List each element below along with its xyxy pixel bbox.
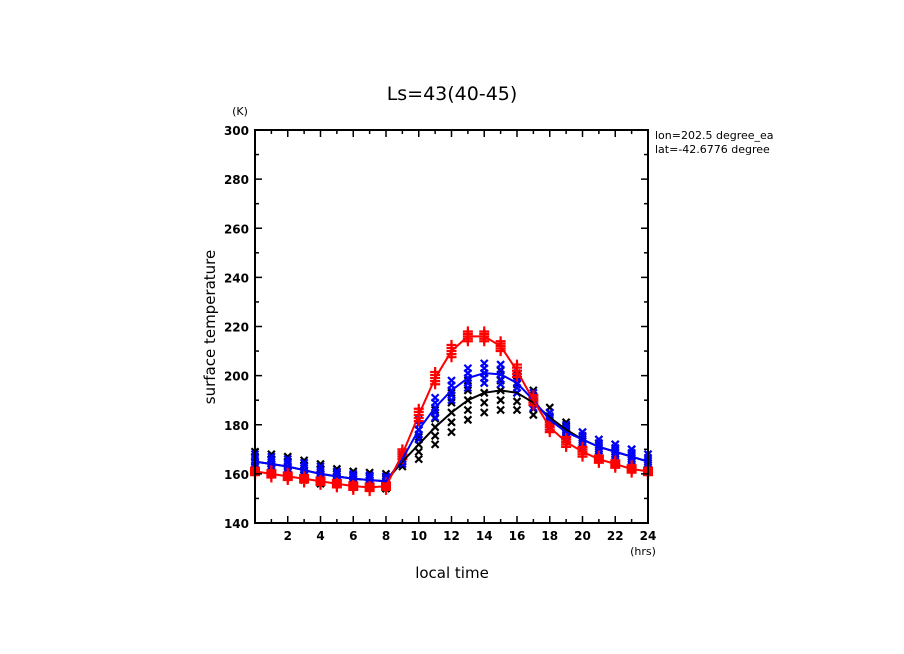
marker-black [447,427,456,437]
y-unit-label: (K) [232,105,248,118]
marker-black [447,398,456,407]
marker-blue [627,445,636,454]
marker-black [463,405,473,415]
marker-blue [578,427,587,437]
marker-blue [430,393,440,403]
marker-black [430,440,440,449]
marker-black [496,405,505,415]
y-tick-label: 260 [224,222,249,236]
x-tick-label: 24 [640,529,657,543]
annotation-lat: lat=-42.6776 degree [655,143,770,156]
chart-title: Ls=43(40-45) [387,83,518,105]
marker-black [512,397,522,406]
marker-blue [496,360,505,369]
marker-blue [447,376,456,385]
line-blue [254,372,649,483]
marker-black [447,418,456,427]
x-tick-label: 18 [541,529,558,543]
y-tick-label: 180 [224,419,249,433]
x-axis-label: local time [415,564,489,582]
x-tick-label: 8 [382,529,390,543]
x-unit-label: (hrs) [630,545,656,558]
marker-red [561,432,572,443]
marker-blue [463,363,473,373]
x-tick-label: 12 [443,529,460,543]
marker-red [446,339,457,350]
x-tick-label: 10 [410,529,427,543]
marker-red [479,326,490,337]
marker-blue [267,452,276,461]
marker-blue [299,458,309,468]
y-axis-label: surface temperature [201,250,219,405]
marker-blue [479,359,489,368]
y-tick-label: 300 [224,124,249,138]
x-tick-label: 4 [316,529,324,543]
marker-blue [316,462,325,471]
marker-blue [365,470,374,480]
x-tick-label: 14 [476,529,493,543]
marker-black [463,415,473,425]
marker-blue [610,440,620,449]
x-tick-label: 6 [349,529,357,543]
y-tick-label: 140 [224,517,249,531]
annotation-lon: lon=202.5 degree_ea [655,129,774,142]
x-tick-label: 20 [574,529,591,543]
marker-black [414,447,424,457]
marker-black [496,395,505,405]
line-red [254,335,649,489]
y-tick-label: 240 [224,271,249,285]
y-tick-label: 280 [224,173,249,187]
axes: 2 4 6 8 10 12 14 16 18 20 22 2414016018020022024026… [224,124,656,543]
y-tick-label: 220 [224,321,249,335]
marker-black [479,408,489,417]
marker-black [512,405,522,415]
marker-black [414,454,424,464]
marker-black [447,388,456,398]
x-tick-label: 22 [607,529,624,543]
y-tick-label: 200 [224,370,249,384]
plot-frame [254,129,649,524]
marker-red [577,441,588,452]
y-tick-label: 160 [224,468,249,482]
marker-blue [348,469,358,479]
x-tick-label: 2 [284,529,292,543]
marker-black [479,398,489,407]
x-tick-label: 16 [509,529,526,543]
marker-black [463,386,473,395]
marker-red [495,336,506,347]
marker-red [462,326,473,337]
series-blue [250,359,653,491]
marker-blue [594,435,604,444]
plot-marks [250,326,653,497]
marker-black [430,431,440,441]
marker-blue [332,467,342,476]
marker-blue [283,454,293,464]
